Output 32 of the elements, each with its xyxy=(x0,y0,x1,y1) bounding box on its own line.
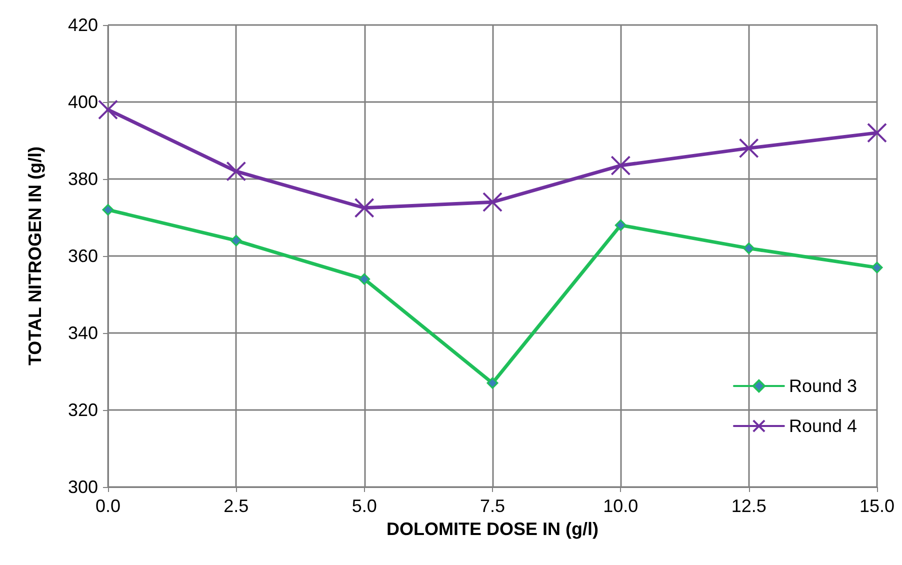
y-tick-label: 380 xyxy=(68,169,98,189)
y-tick-label: 320 xyxy=(68,400,98,420)
point xyxy=(358,273,370,285)
point xyxy=(102,204,114,216)
y-tick-label: 300 xyxy=(68,477,98,497)
point xyxy=(482,192,502,212)
point xyxy=(354,198,374,218)
point xyxy=(610,156,631,176)
point xyxy=(98,100,118,120)
point xyxy=(226,161,246,182)
point xyxy=(486,377,498,389)
point xyxy=(867,122,887,143)
legend-label: Round 3 xyxy=(788,376,858,396)
point xyxy=(230,234,242,246)
x-tick-label: 0.0 xyxy=(95,496,121,516)
y-tick-label: 360 xyxy=(68,246,98,266)
x-tick-label: 7.5 xyxy=(480,496,506,516)
point xyxy=(738,138,759,158)
x-tick-label: 12.5 xyxy=(731,496,766,516)
x-tick-label: 2.5 xyxy=(224,496,249,516)
y-axis-title: TOTAL NITROGEN IN (g/l) xyxy=(25,146,45,366)
point xyxy=(743,242,755,254)
x-tick-label: 15.0 xyxy=(859,496,895,516)
point xyxy=(871,262,883,274)
point xyxy=(614,219,626,231)
y-tick-label: 420 xyxy=(68,15,98,35)
x-tick-label: 10.0 xyxy=(603,496,638,516)
x-tick-label: 5.0 xyxy=(352,496,377,516)
y-tick-label: 400 xyxy=(68,92,98,112)
legend-label: Round 4 xyxy=(788,416,858,436)
x-axis-title: DOLOMITE DOSE IN (g/l) xyxy=(386,518,598,539)
y-tick-label: 340 xyxy=(68,323,98,343)
